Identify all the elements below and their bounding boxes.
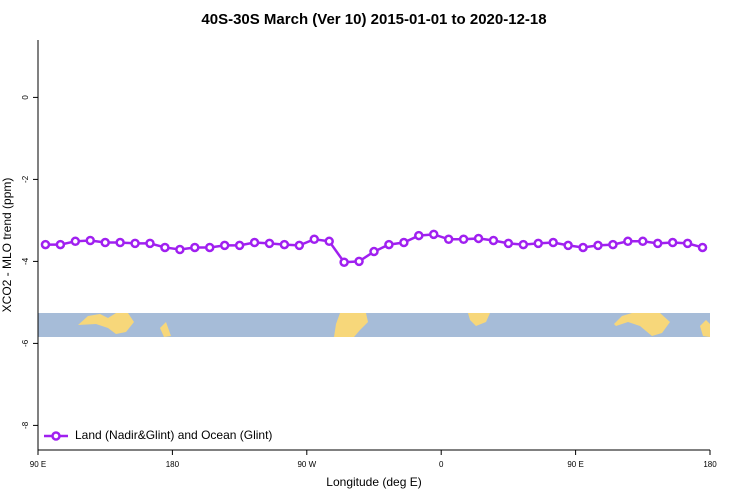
point [85, 235, 96, 246]
y-tick-label: -8 [21, 421, 30, 429]
point [339, 257, 349, 267]
point [563, 240, 573, 251]
point [369, 246, 379, 257]
point [652, 238, 663, 249]
point [488, 235, 499, 246]
legend-label: Land (Nadir&Glint) and Ocean (Glint) [75, 428, 272, 442]
point [100, 237, 110, 248]
point [130, 238, 140, 249]
point [608, 239, 618, 250]
point [55, 239, 66, 250]
point [40, 239, 51, 250]
point [548, 237, 558, 248]
point [428, 229, 439, 240]
point [160, 242, 170, 253]
point [249, 237, 260, 248]
y-tick-label: -6 [21, 339, 30, 347]
x-tick-label: 180 [703, 460, 717, 469]
point [264, 238, 275, 249]
x-tick-label: 90 E [30, 460, 46, 469]
map-strip [38, 313, 710, 337]
point [70, 236, 81, 247]
point [219, 240, 230, 251]
x-tick-label: 180 [166, 460, 180, 469]
point [638, 236, 648, 247]
point [354, 256, 364, 267]
point [115, 237, 125, 248]
point [443, 234, 454, 245]
point [279, 239, 290, 250]
y-tick-label: -2 [21, 175, 30, 183]
point [697, 242, 708, 253]
point [458, 234, 469, 245]
point [324, 236, 334, 247]
x-axis-label: Longitude (deg E) [326, 475, 421, 489]
x-tick-label: 90 E [567, 460, 583, 469]
point [533, 238, 544, 249]
point [399, 237, 409, 248]
point [578, 242, 588, 253]
y-tick-label: -4 [21, 257, 30, 265]
point [682, 238, 693, 249]
legend-marker [51, 431, 61, 441]
point [384, 239, 394, 250]
y-tick-label: 0 [21, 95, 30, 100]
x-tick-label: 90 W [297, 460, 316, 469]
point [623, 236, 633, 247]
point [593, 240, 603, 251]
point [234, 240, 245, 251]
point [190, 242, 200, 253]
point [294, 240, 305, 251]
chart-title: 40S-30S March (Ver 10) 2015-01-01 to 202… [201, 11, 546, 28]
point [414, 230, 424, 241]
point [473, 233, 484, 244]
point [175, 244, 185, 255]
point [204, 242, 215, 253]
x-tick-label: 0 [439, 460, 444, 469]
y-axis-label: XCO2 - MLO trend (ppm) [0, 178, 14, 313]
point [503, 238, 514, 249]
point [667, 237, 678, 248]
point [145, 238, 155, 249]
point [518, 239, 529, 250]
point [309, 234, 320, 245]
